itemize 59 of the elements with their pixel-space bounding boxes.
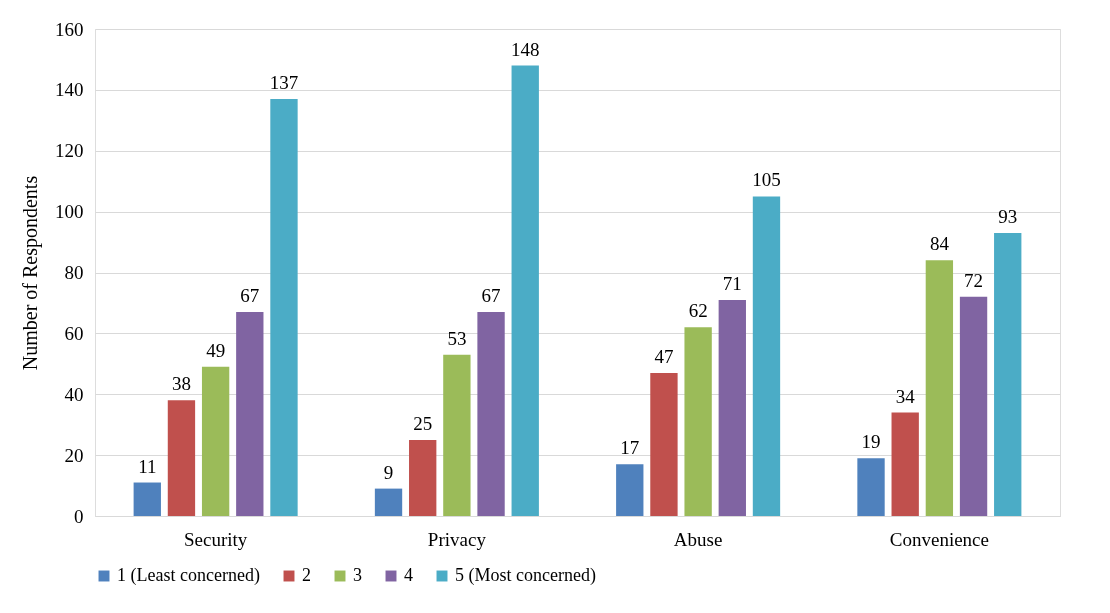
bar — [857, 458, 885, 516]
bar — [409, 439, 437, 516]
bar — [684, 327, 712, 516]
bar — [374, 488, 403, 516]
y-tick-label: 160 — [55, 18, 84, 40]
legend-label: 5 (Most concerned) — [455, 565, 596, 586]
data-label: 71 — [722, 272, 742, 294]
data-label: 67 — [240, 285, 260, 307]
bar — [752, 196, 781, 516]
y-tick-label: 60 — [64, 322, 84, 344]
y-axis-title: Number of Respondents — [19, 175, 42, 371]
data-label: 17 — [620, 437, 640, 459]
y-tick-label: 20 — [64, 444, 84, 466]
bar — [891, 412, 919, 516]
data-label: 137 — [269, 72, 299, 94]
legend-label: 2 — [302, 565, 311, 585]
bar — [511, 65, 539, 516]
y-tick-label: 120 — [55, 140, 84, 162]
bar — [133, 482, 161, 516]
data-label: 38 — [171, 373, 191, 395]
x-tick-label: Convenience — [889, 528, 989, 550]
bar — [994, 232, 1022, 516]
data-label: 105 — [752, 169, 781, 191]
bar — [477, 312, 505, 516]
bar — [925, 260, 954, 516]
y-tick-label: 0 — [74, 505, 84, 527]
data-label: 148 — [510, 38, 540, 60]
bar — [959, 296, 988, 516]
x-tick-label: Security — [183, 528, 248, 550]
data-label: 25 — [413, 412, 433, 434]
bar — [650, 372, 678, 516]
data-label: 67 — [481, 285, 501, 307]
data-label: 53 — [447, 327, 467, 349]
data-label: 11 — [138, 455, 157, 477]
data-label: 49 — [206, 339, 226, 361]
bar — [616, 464, 644, 516]
bar — [443, 354, 471, 516]
data-label: 62 — [688, 300, 708, 322]
data-label: 9 — [383, 461, 394, 483]
x-tick-label: Abuse — [673, 528, 723, 550]
legend-label: 4 — [404, 565, 413, 585]
legend-label: 3 — [353, 565, 362, 585]
bar — [167, 400, 196, 516]
y-tick-label: 100 — [55, 201, 84, 223]
bar — [236, 312, 264, 516]
data-label: 19 — [861, 431, 881, 453]
data-label: 93 — [998, 205, 1018, 227]
legend-label: 1 (Least concerned) — [117, 565, 260, 586]
bar — [201, 366, 230, 516]
x-tick-label: Privacy — [427, 528, 487, 550]
y-tick-label: 40 — [64, 383, 84, 405]
data-label: 34 — [895, 385, 916, 407]
bar — [718, 299, 746, 516]
data-label: 72 — [964, 269, 984, 291]
data-label: 47 — [654, 345, 674, 367]
bar — [270, 99, 298, 516]
y-tick-label: 140 — [55, 79, 84, 101]
y-tick-label: 80 — [64, 262, 84, 283]
data-label: 84 — [929, 233, 950, 255]
